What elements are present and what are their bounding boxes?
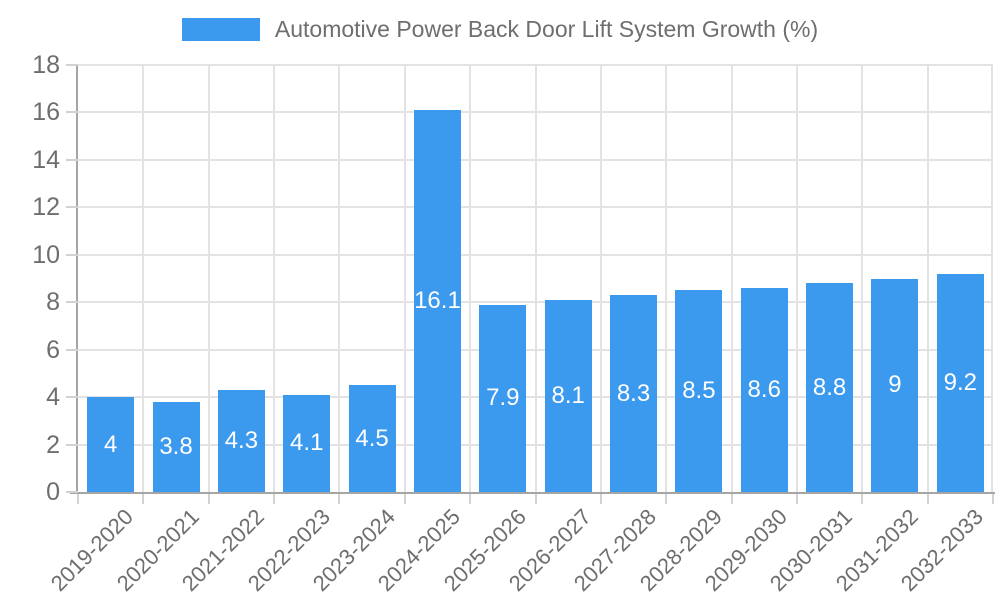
y-tick-label: 16	[32, 98, 60, 127]
y-tick-label: 8	[46, 288, 60, 317]
v-gridline	[795, 65, 798, 492]
bar[interactable]: 7.9	[479, 304, 527, 492]
y-tick-mark	[66, 64, 78, 66]
x-tick-mark	[142, 494, 145, 504]
bar-value-label: 16.1	[414, 287, 461, 315]
v-gridline	[861, 65, 864, 492]
bar[interactable]: 8.1	[544, 299, 592, 492]
bar-value-label: 8.6	[747, 376, 781, 403]
v-gridline	[142, 65, 145, 492]
y-tick-label: 2	[46, 430, 60, 459]
y-tick-label: 14	[32, 145, 60, 174]
x-tick-mark	[665, 494, 668, 504]
bar-value-label: 4.3	[224, 427, 259, 454]
v-gridline	[534, 65, 537, 492]
y-tick-mark	[66, 491, 78, 493]
y-tick-mark	[66, 301, 78, 304]
bar[interactable]: 8.6	[740, 288, 788, 492]
x-axis-line	[70, 492, 995, 494]
bar[interactable]: 8.5	[675, 290, 723, 492]
x-tick-mark	[403, 494, 406, 504]
bar-value-label: 8.8	[812, 373, 847, 401]
y-tick-label: 10	[32, 240, 60, 269]
y-tick-mark	[66, 158, 78, 161]
x-tick-mark	[992, 494, 994, 504]
x-tick-mark	[207, 494, 210, 504]
bar[interactable]: 4.1	[283, 394, 331, 492]
v-gridline	[338, 65, 341, 492]
y-axis-line	[76, 64, 78, 494]
bar-value-label: 9	[888, 371, 902, 399]
bar[interactable]: 4	[87, 397, 135, 492]
y-tick-mark	[66, 111, 78, 114]
y-tick-label: 0	[46, 478, 60, 506]
x-tick-mark	[534, 494, 537, 504]
bar-value-label: 8.5	[682, 377, 716, 405]
legend: Automotive Power Back Door Lift System G…	[0, 16, 1000, 43]
bar-value-label: 9.2	[943, 368, 977, 396]
bar-value-label: 4	[103, 430, 118, 458]
v-gridline	[469, 65, 472, 492]
bar[interactable]: 8.8	[806, 283, 854, 492]
legend-item[interactable]: Automotive Power Back Door Lift System G…	[181, 16, 819, 43]
x-tick-mark	[77, 494, 79, 504]
bar-value-label: 7.9	[486, 384, 520, 412]
x-tick-mark	[926, 494, 929, 504]
v-gridline	[730, 65, 733, 492]
bar-value-label: 4.1	[290, 429, 324, 457]
bar[interactable]: 9.2	[936, 273, 984, 492]
v-gridline	[991, 65, 993, 492]
y-tick-mark	[66, 348, 78, 351]
v-gridline	[665, 65, 668, 492]
y-tick-mark	[66, 443, 78, 446]
y-tick-mark	[66, 206, 78, 209]
bar[interactable]: 8.3	[610, 295, 658, 492]
bar-value-label: 4.5	[355, 424, 389, 452]
y-tick-label: 18	[32, 51, 60, 79]
bar[interactable]: 16.1	[413, 110, 461, 492]
v-gridline	[273, 65, 276, 492]
x-tick-mark	[599, 494, 602, 504]
bar[interactable]: 9	[871, 278, 919, 492]
bar[interactable]: 4.5	[348, 385, 396, 492]
x-tick-mark	[795, 494, 798, 504]
v-gridline	[599, 65, 602, 492]
x-tick-mark	[338, 494, 341, 504]
y-tick-label: 12	[32, 193, 60, 222]
y-tick-mark	[66, 253, 78, 256]
v-gridline	[403, 65, 406, 492]
bar-value-label: 3.8	[159, 432, 193, 460]
bar-value-label: 8.3	[616, 379, 651, 407]
v-gridline	[926, 65, 929, 492]
y-tick-label: 4	[46, 383, 60, 412]
legend-series-label: Automotive Power Back Door Lift System G…	[274, 16, 819, 42]
bar[interactable]: 4.3	[217, 390, 265, 492]
y-tick-label: 6	[46, 335, 60, 364]
x-tick-mark	[861, 494, 864, 504]
plot-area: 4 3.8 4.3 4.1 4.5 16.1 7.9 8.1 8.3 8.5 8.6 8.8 9 9.2	[78, 64, 993, 492]
bar[interactable]: 3.8	[152, 401, 200, 492]
v-gridline	[207, 65, 210, 492]
x-tick-mark	[730, 494, 733, 504]
x-tick-mark	[469, 494, 472, 504]
legend-swatch	[181, 18, 260, 41]
x-tick-mark	[273, 494, 276, 504]
y-tick-mark	[66, 396, 78, 399]
bar-value-label: 8.1	[551, 381, 585, 409]
